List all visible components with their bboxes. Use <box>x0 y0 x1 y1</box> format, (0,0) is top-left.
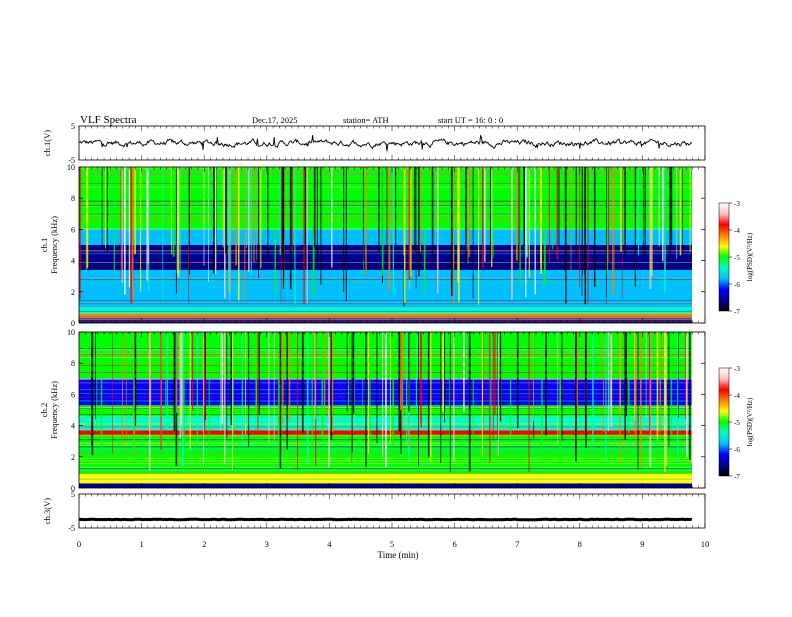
y-tick-label: 8 <box>71 359 75 368</box>
ch2-spectrogram-panel: 10 8 6 4 2 0 ch.2 Frequency (kHz) <box>39 328 706 493</box>
spectrum-band <box>79 245 692 270</box>
y-tick-label: 4 <box>71 422 75 431</box>
spectrum-band <box>79 307 692 314</box>
x-tick-label: 0 <box>77 539 81 549</box>
ch1-voltage-panel: 5 -5 ch.1(V) <box>42 122 706 165</box>
ch1-spectrogram-panel: 10 8 6 4 2 0 ch.1 Frequency (kHz) <box>39 163 706 328</box>
colorbar-label: log(PSD)(V²/Hz) <box>746 232 754 281</box>
y-axis-label: ch.3(V) <box>42 498 52 524</box>
y-axis-label: Frequency (kHz) <box>49 381 59 439</box>
x-tick-label: 2 <box>202 539 206 549</box>
y-axis-label: ch.1 <box>39 238 49 252</box>
voltage-trace <box>78 134 693 152</box>
spectrum-band <box>79 313 692 319</box>
colorbar-tick-label: -4 <box>734 392 740 400</box>
x-tick-label: 5 <box>390 539 394 549</box>
start-ut-label: start UT = 16: 0 : 0 <box>438 115 503 125</box>
y-axis-label: Frequency (kHz) <box>49 216 59 274</box>
y-tick-label: 2 <box>71 453 75 462</box>
y-tick-label: 0 <box>71 319 75 328</box>
spectrum-band <box>79 167 692 230</box>
colorbar-tick-label: -7 <box>734 473 740 481</box>
x-tick-label: 7 <box>515 539 519 549</box>
y-axis-label: ch.2 <box>39 403 49 417</box>
colorbar-gradient <box>718 367 730 477</box>
colorbar-tick-label: -6 <box>734 281 740 289</box>
x-tick-label: 6 <box>452 539 456 549</box>
ch1-colorbar: -3 -4 -5 -6 -7 log(PSD)(V²/Hz) <box>718 200 754 316</box>
y-tick-label: 5 <box>71 490 75 499</box>
spectrum-band <box>79 269 692 283</box>
time-axis: 0 1 2 3 4 5 6 7 8 9 10 <box>77 539 709 549</box>
x-tick-label: 10 <box>701 539 710 549</box>
x-tick-label: 9 <box>640 539 644 549</box>
colorbar-tick-label: -5 <box>734 419 740 427</box>
colorbar-tick-label: -3 <box>734 365 740 373</box>
x-axis-label: Time (min) <box>378 550 419 560</box>
x-tick-label: 8 <box>578 539 582 549</box>
spectrum-band <box>79 473 692 484</box>
y-tick-label: -5 <box>68 156 75 165</box>
date-label: Dec.17, 2025 <box>252 115 298 125</box>
spectrum-band <box>79 229 692 245</box>
station-label: station= ATH <box>343 115 389 125</box>
y-tick-label: 0 <box>71 484 75 493</box>
voltage-trace <box>79 517 693 522</box>
y-tick-label: 10 <box>67 328 75 337</box>
y-tick-label: 6 <box>71 390 75 399</box>
colorbar-tick-label: -4 <box>734 227 740 235</box>
spectrum-band <box>79 282 692 308</box>
panel-frame <box>78 493 706 529</box>
y-axis-label: ch.1(V) <box>42 130 52 156</box>
x-tick-label: 3 <box>265 539 269 549</box>
y-tick-label: -5 <box>68 524 75 533</box>
ch2-colorbar: -3 -4 -5 -6 -7 log(PSD)(V²/Hz) <box>718 365 754 481</box>
ch3-voltage-panel: 5 -5 ch.3(V) <box>42 490 706 533</box>
x-tick-label: 4 <box>327 539 332 549</box>
figure-title: VLF Spectra <box>80 114 137 126</box>
y-tick-label: 6 <box>71 225 75 234</box>
y-tick-label: 4 <box>71 257 75 266</box>
colorbar-tick-label: -5 <box>734 254 740 262</box>
colorbar-tick-label: -7 <box>734 308 740 316</box>
colorbar-gradient <box>718 202 730 312</box>
y-tick-label: 10 <box>67 163 75 172</box>
colorbar-label: log(PSD)(V²/Hz) <box>746 397 754 446</box>
y-tick-label: 5 <box>71 122 75 131</box>
colorbar-tick-label: -3 <box>734 200 740 208</box>
y-tick-label: 8 <box>71 194 75 203</box>
colorbar-tick-label: -6 <box>734 446 740 454</box>
x-tick-label: 1 <box>139 539 143 549</box>
y-tick-label: 2 <box>71 288 75 297</box>
